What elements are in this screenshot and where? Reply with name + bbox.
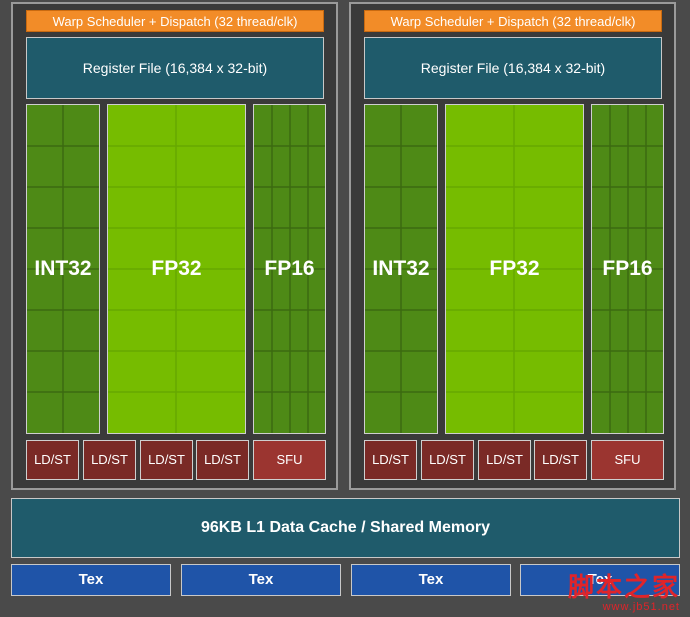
int32-label: INT32 [34, 257, 92, 280]
sfu-unit: SFU [253, 440, 326, 480]
warp-scheduler: Warp Scheduler + Dispatch (32 thread/clk… [364, 10, 662, 32]
watermark: 脚本之家 www.jb51.net [568, 573, 680, 613]
fp32-label: FP32 [151, 257, 202, 280]
tex-unit: Tex [520, 564, 680, 596]
ldst-unit: LD/ST [196, 440, 249, 480]
fp32-label: FP32 [489, 257, 540, 280]
warp-scheduler: Warp Scheduler + Dispatch (32 thread/clk… [26, 10, 324, 32]
ldst-unit: LD/ST [140, 440, 193, 480]
fp32-unit: FP32 [107, 104, 246, 434]
ldst-unit: LD/ST [83, 440, 136, 480]
fp16-label: FP16 [264, 257, 315, 280]
sfu-unit: SFU [591, 440, 664, 480]
fp32-grid [446, 105, 583, 433]
fp16-label: FP16 [602, 257, 653, 280]
register-file: Register File (16,384 x 32-bit) [364, 37, 662, 99]
tex-unit: Tex [181, 564, 341, 596]
register-file: Register File (16,384 x 32-bit) [26, 37, 324, 99]
ldst-unit: LD/ST [364, 440, 417, 480]
tex-unit: Tex [351, 564, 511, 596]
fp16-unit: FP16 [591, 104, 664, 434]
ldst-unit: LD/ST [534, 440, 587, 480]
int32-unit: INT32 [26, 104, 100, 434]
fp16-unit: FP16 [253, 104, 326, 434]
processing-block-left: Warp Scheduler + Dispatch (32 thread/clk… [11, 2, 338, 490]
fp16-grid [254, 105, 325, 433]
fp32-unit: FP32 [445, 104, 584, 434]
fp32-grid [108, 105, 245, 433]
ldst-unit: LD/ST [478, 440, 531, 480]
watermark-url: www.jb51.net [602, 601, 680, 613]
int32-grid [365, 105, 437, 433]
ldst-unit: LD/ST [421, 440, 474, 480]
watermark-text: 脚本之家 [567, 572, 680, 602]
ldst-unit: LD/ST [26, 440, 79, 480]
fp16-grid [592, 105, 663, 433]
l1-data-cache: 96KB L1 Data Cache / Shared Memory [11, 498, 680, 558]
processing-block-right: Warp Scheduler + Dispatch (32 thread/clk… [349, 2, 676, 490]
int32-grid [27, 105, 99, 433]
int32-unit: INT32 [364, 104, 438, 434]
int32-label: INT32 [372, 257, 430, 280]
tex-unit: Tex [11, 564, 171, 596]
